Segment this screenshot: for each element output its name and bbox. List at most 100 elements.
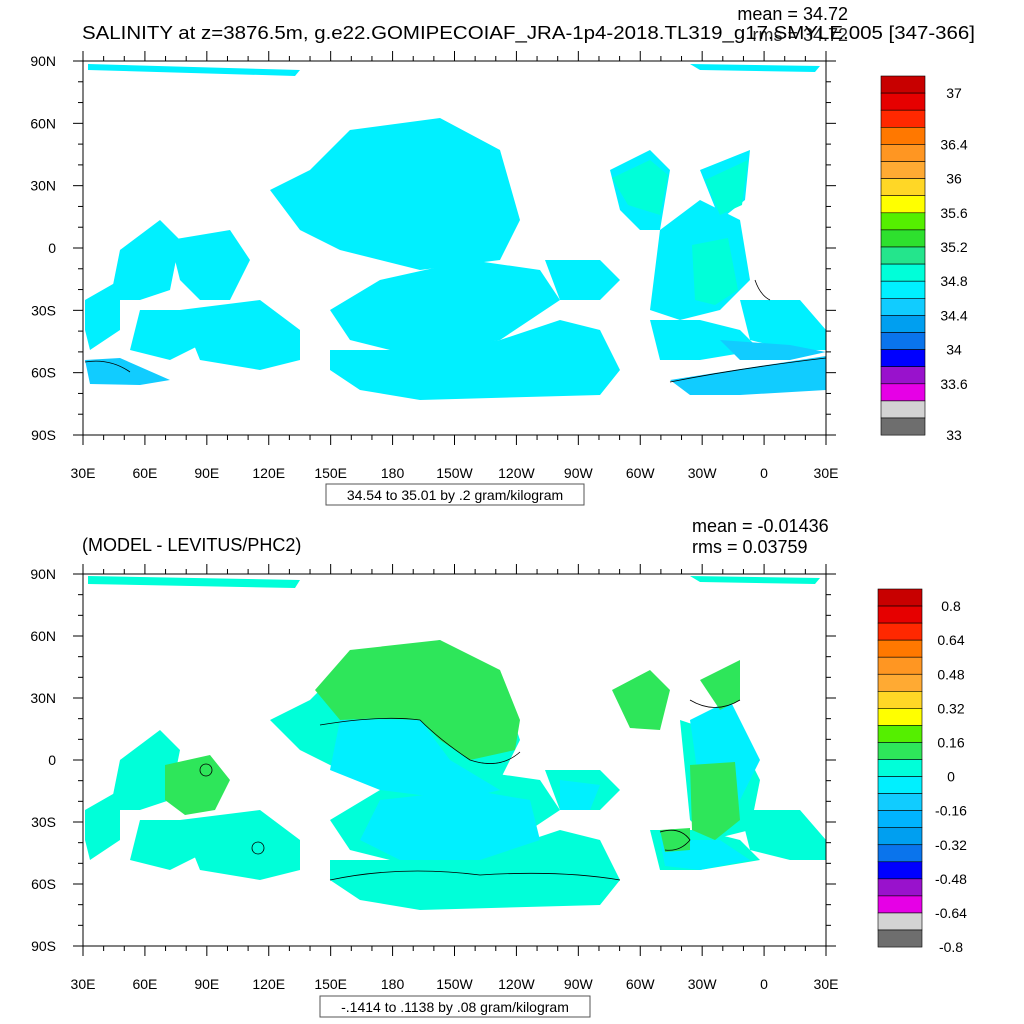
panel1-lon-labels: 30E 60E 90E 120E 150E 180 150W 120W 90W 60W 30W 0 30… bbox=[71, 465, 839, 481]
lon-label: 60E bbox=[132, 976, 157, 992]
panel1-range-text: 34.54 to 35.01 by .2 gram/kilogram bbox=[347, 487, 563, 503]
lon-label: 120E bbox=[252, 465, 285, 481]
lon-label: 30E bbox=[814, 976, 839, 992]
colorbar-label: -0.8 bbox=[939, 939, 963, 955]
lon-label: 60W bbox=[626, 976, 656, 992]
colorbar-swatch bbox=[877, 588, 923, 607]
panel1-lat-labels: 90N 60N 30N 0 30S 60S 90S bbox=[30, 53, 56, 443]
colorbar-label: -0.32 bbox=[935, 837, 967, 853]
colorbar-swatch bbox=[877, 844, 923, 863]
lon-label: 90E bbox=[194, 976, 219, 992]
panel2-positive-field bbox=[165, 640, 740, 852]
lon-label: 60E bbox=[132, 465, 157, 481]
lat-label: 90S bbox=[31, 938, 56, 954]
colorbar-swatch bbox=[877, 895, 923, 914]
colorbar-label: -0.48 bbox=[935, 871, 967, 887]
lon-label: 180 bbox=[381, 465, 405, 481]
panel1-ticks bbox=[73, 51, 836, 445]
panel1-colorbar: 37 36.4 36 35.6 35.2 34.8 34.4 34 33.6 33 bbox=[880, 75, 968, 443]
colorbar-swatch bbox=[880, 109, 926, 128]
lon-label: 90W bbox=[564, 976, 594, 992]
colorbar-swatch bbox=[880, 366, 926, 385]
lat-label: 60S bbox=[31, 365, 56, 381]
lon-label: 0 bbox=[760, 465, 768, 481]
colorbar-label: 34 bbox=[946, 342, 962, 358]
colorbar-swatch bbox=[880, 263, 926, 282]
colorbar-swatch bbox=[877, 708, 923, 726]
colorbar-label: -0.16 bbox=[935, 803, 967, 819]
colorbar-swatch bbox=[877, 912, 923, 931]
colorbar-swatch bbox=[877, 810, 923, 829]
colorbar-label: 35.2 bbox=[940, 239, 967, 255]
colorbar-label: 34.8 bbox=[940, 273, 967, 289]
lat-label: 60N bbox=[30, 628, 56, 644]
colorbar-swatch bbox=[880, 92, 926, 111]
lon-label: 30E bbox=[814, 465, 839, 481]
lat-label: 30S bbox=[31, 814, 56, 830]
lat-label: 0 bbox=[48, 240, 56, 256]
lon-label: 150E bbox=[314, 976, 347, 992]
panel2-contours bbox=[199, 699, 741, 881]
lon-label: 120W bbox=[498, 976, 535, 992]
panel1-mean: mean = 34.72 bbox=[737, 4, 848, 24]
lon-label: 90W bbox=[564, 465, 594, 481]
lon-label: 30W bbox=[688, 465, 718, 481]
lon-label: 150W bbox=[436, 976, 473, 992]
colorbar-swatch bbox=[877, 656, 923, 675]
lat-label: 30N bbox=[30, 178, 56, 194]
colorbar-swatch bbox=[877, 793, 923, 811]
lon-label: 30E bbox=[71, 465, 96, 481]
panel1-deep-field bbox=[85, 340, 826, 395]
colorbar-swatch bbox=[880, 315, 926, 333]
colorbar-label: 36 bbox=[946, 171, 962, 187]
panel2-range-text: -.1414 to .1138 by .08 gram/kilogram bbox=[341, 999, 569, 1015]
colorbar-label: 33.6 bbox=[940, 376, 967, 392]
lat-label: 0 bbox=[48, 752, 56, 768]
panel2-ticks bbox=[73, 564, 836, 956]
colorbar-swatch bbox=[880, 246, 926, 265]
colorbar-swatch bbox=[877, 690, 923, 709]
colorbar-label: 0.8 bbox=[941, 598, 961, 614]
colorbar-swatch bbox=[877, 929, 923, 948]
panel2-colorbar: 0.8 0.64 0.48 0.32 0.16 0 -0.16 -0.32 -0.48 -0.64… bbox=[877, 588, 967, 955]
panel2-title: (MODEL - LEVITUS/PHC2) bbox=[82, 535, 301, 555]
lat-label: 90N bbox=[30, 53, 56, 69]
colorbar-swatch bbox=[877, 861, 923, 880]
lat-label: 30N bbox=[30, 690, 56, 706]
colorbar-swatch bbox=[877, 639, 923, 658]
lon-label: 150E bbox=[314, 465, 347, 481]
lon-label: 30W bbox=[688, 976, 718, 992]
panel1-title: SALINITY at z=3876.5m, g.e22.GOMIPECOIAF… bbox=[82, 23, 975, 44]
panel1-range-box: 34.54 to 35.01 by .2 gram/kilogram bbox=[325, 483, 585, 506]
colorbar-label: 34.4 bbox=[940, 307, 967, 323]
panel2-mean: mean = -0.01436 bbox=[692, 516, 829, 536]
colorbar-swatch bbox=[880, 212, 926, 231]
colorbar-swatch bbox=[880, 280, 926, 299]
colorbar-swatch bbox=[877, 605, 923, 624]
colorbar-swatch bbox=[880, 161, 926, 179]
lat-label: 30S bbox=[31, 302, 56, 318]
colorbar-label: 0.64 bbox=[937, 632, 964, 648]
panel2-lon-labels: 30E 60E 90E 120E 150E 180 150W 120W 90W 60W 30W 0 30… bbox=[71, 976, 839, 992]
panel1-contours bbox=[84, 279, 827, 383]
colorbar-label: 0.32 bbox=[937, 700, 964, 716]
colorbar-swatch bbox=[877, 776, 923, 794]
lat-label: 90N bbox=[30, 566, 56, 582]
panel2-rms: rms = 0.03759 bbox=[692, 537, 808, 557]
colorbar-swatch bbox=[880, 349, 926, 368]
lon-label: 30E bbox=[71, 976, 96, 992]
colorbar-swatch bbox=[880, 332, 926, 350]
colorbar-label: 33 bbox=[946, 427, 962, 443]
lon-label: 60W bbox=[626, 465, 656, 481]
lon-label: 90E bbox=[194, 465, 219, 481]
panel2-map bbox=[73, 564, 836, 956]
lat-label: 90S bbox=[31, 427, 56, 443]
colorbar-swatch bbox=[877, 673, 923, 692]
panel-difference: (MODEL - LEVITUS/PHC2) mean = -0.01436 r… bbox=[30, 516, 967, 1018]
panel-salinity: SALINITY at z=3876.5m, g.e22.GOMIPECOIAF… bbox=[30, 4, 975, 506]
lat-label: 60S bbox=[31, 876, 56, 892]
colorbar-swatch bbox=[877, 725, 923, 743]
colorbar-swatch bbox=[877, 827, 923, 846]
colorbar-label: 37 bbox=[946, 85, 962, 101]
